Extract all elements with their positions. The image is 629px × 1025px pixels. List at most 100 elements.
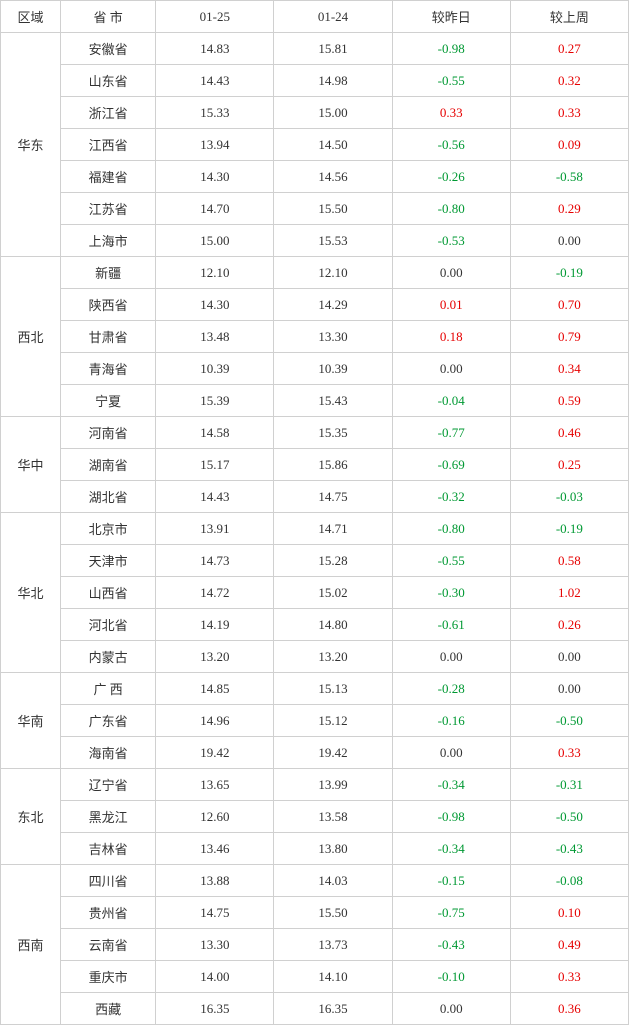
value2-cell: 14.98	[274, 65, 392, 97]
value1-cell: 15.00	[156, 225, 274, 257]
value2-cell: 13.20	[274, 641, 392, 673]
diff-yest-cell: 0.00	[392, 737, 510, 769]
table-row: 湖北省14.4314.75-0.32-0.03	[1, 481, 629, 513]
diff-yest-cell: -0.98	[392, 801, 510, 833]
province-cell: 四川省	[61, 865, 156, 897]
diff-week-cell: -0.50	[510, 801, 628, 833]
diff-week-cell: 0.49	[510, 929, 628, 961]
value1-cell: 13.48	[156, 321, 274, 353]
value1-cell: 14.30	[156, 161, 274, 193]
table-row: 云南省13.3013.73-0.430.49	[1, 929, 629, 961]
province-cell: 福建省	[61, 161, 156, 193]
province-cell: 青海省	[61, 353, 156, 385]
table-row: 华东安徽省14.8315.81-0.980.27	[1, 33, 629, 65]
value2-cell: 16.35	[274, 993, 392, 1025]
province-cell: 吉林省	[61, 833, 156, 865]
diff-week-cell: 0.25	[510, 449, 628, 481]
diff-yest-cell: -0.98	[392, 33, 510, 65]
province-cell: 广东省	[61, 705, 156, 737]
value2-cell: 15.35	[274, 417, 392, 449]
diff-week-cell: 0.36	[510, 993, 628, 1025]
value2-cell: 13.58	[274, 801, 392, 833]
diff-week-cell: 0.10	[510, 897, 628, 929]
table-row: 江西省13.9414.50-0.560.09	[1, 129, 629, 161]
diff-week-cell: -0.08	[510, 865, 628, 897]
value1-cell: 12.60	[156, 801, 274, 833]
value1-cell: 14.72	[156, 577, 274, 609]
value1-cell: 14.73	[156, 545, 274, 577]
value2-cell: 12.10	[274, 257, 392, 289]
table-row: 华南广 西14.8515.13-0.280.00	[1, 673, 629, 705]
province-cell: 浙江省	[61, 97, 156, 129]
value2-cell: 15.00	[274, 97, 392, 129]
diff-week-cell: -0.58	[510, 161, 628, 193]
diff-yest-cell: 0.18	[392, 321, 510, 353]
value1-cell: 13.94	[156, 129, 274, 161]
diff-yest-cell: -0.55	[392, 545, 510, 577]
province-cell: 北京市	[61, 513, 156, 545]
diff-week-cell: 0.00	[510, 673, 628, 705]
province-cell: 新疆	[61, 257, 156, 289]
value1-cell: 19.42	[156, 737, 274, 769]
diff-week-cell: 0.59	[510, 385, 628, 417]
value1-cell: 14.70	[156, 193, 274, 225]
province-cell: 山西省	[61, 577, 156, 609]
value1-cell: 14.00	[156, 961, 274, 993]
province-cell: 湖南省	[61, 449, 156, 481]
value2-cell: 14.71	[274, 513, 392, 545]
value2-cell: 14.03	[274, 865, 392, 897]
value2-cell: 14.50	[274, 129, 392, 161]
value2-cell: 15.53	[274, 225, 392, 257]
value2-cell: 15.50	[274, 897, 392, 929]
value2-cell: 14.75	[274, 481, 392, 513]
diff-week-cell: -0.43	[510, 833, 628, 865]
diff-yest-cell: -0.04	[392, 385, 510, 417]
value1-cell: 14.43	[156, 481, 274, 513]
diff-yest-cell: -0.28	[392, 673, 510, 705]
province-cell: 湖北省	[61, 481, 156, 513]
table-row: 广东省14.9615.12-0.16-0.50	[1, 705, 629, 737]
region-cell: 华中	[1, 417, 61, 513]
value2-cell: 15.13	[274, 673, 392, 705]
diff-week-cell: 0.33	[510, 961, 628, 993]
table-row: 青海省10.3910.390.000.34	[1, 353, 629, 385]
province-cell: 江西省	[61, 129, 156, 161]
table-row: 上海市15.0015.53-0.530.00	[1, 225, 629, 257]
value2-cell: 13.80	[274, 833, 392, 865]
diff-yest-cell: -0.34	[392, 833, 510, 865]
diff-yest-cell: -0.26	[392, 161, 510, 193]
diff-yest-cell: 0.00	[392, 993, 510, 1025]
province-cell: 重庆市	[61, 961, 156, 993]
value1-cell: 12.10	[156, 257, 274, 289]
diff-week-cell: 0.79	[510, 321, 628, 353]
value2-cell: 14.80	[274, 609, 392, 641]
value2-cell: 13.73	[274, 929, 392, 961]
value2-cell: 15.28	[274, 545, 392, 577]
value1-cell: 14.19	[156, 609, 274, 641]
value1-cell: 13.46	[156, 833, 274, 865]
province-cell: 山东省	[61, 65, 156, 97]
value1-cell: 14.58	[156, 417, 274, 449]
value2-cell: 15.12	[274, 705, 392, 737]
province-cell: 江苏省	[61, 193, 156, 225]
diff-yest-cell: 0.33	[392, 97, 510, 129]
table-row: 天津市14.7315.28-0.550.58	[1, 545, 629, 577]
table-row: 西南四川省13.8814.03-0.15-0.08	[1, 865, 629, 897]
hdr-date2: 01-24	[274, 1, 392, 33]
diff-yest-cell: -0.32	[392, 481, 510, 513]
table-row: 贵州省14.7515.50-0.750.10	[1, 897, 629, 929]
value2-cell: 13.30	[274, 321, 392, 353]
value2-cell: 10.39	[274, 353, 392, 385]
value2-cell: 15.81	[274, 33, 392, 65]
table-row: 东北辽宁省13.6513.99-0.34-0.31	[1, 769, 629, 801]
table-row: 宁夏15.3915.43-0.040.59	[1, 385, 629, 417]
diff-week-cell: 0.29	[510, 193, 628, 225]
table-row: 湖南省15.1715.86-0.690.25	[1, 449, 629, 481]
table-row: 黑龙江12.6013.58-0.98-0.50	[1, 801, 629, 833]
header-row: 区域 省 市 01-25 01-24 较昨日 较上周	[1, 1, 629, 33]
diff-yest-cell: 0.00	[392, 641, 510, 673]
value1-cell: 15.39	[156, 385, 274, 417]
diff-week-cell: 0.46	[510, 417, 628, 449]
value1-cell: 14.85	[156, 673, 274, 705]
diff-yest-cell: -0.53	[392, 225, 510, 257]
